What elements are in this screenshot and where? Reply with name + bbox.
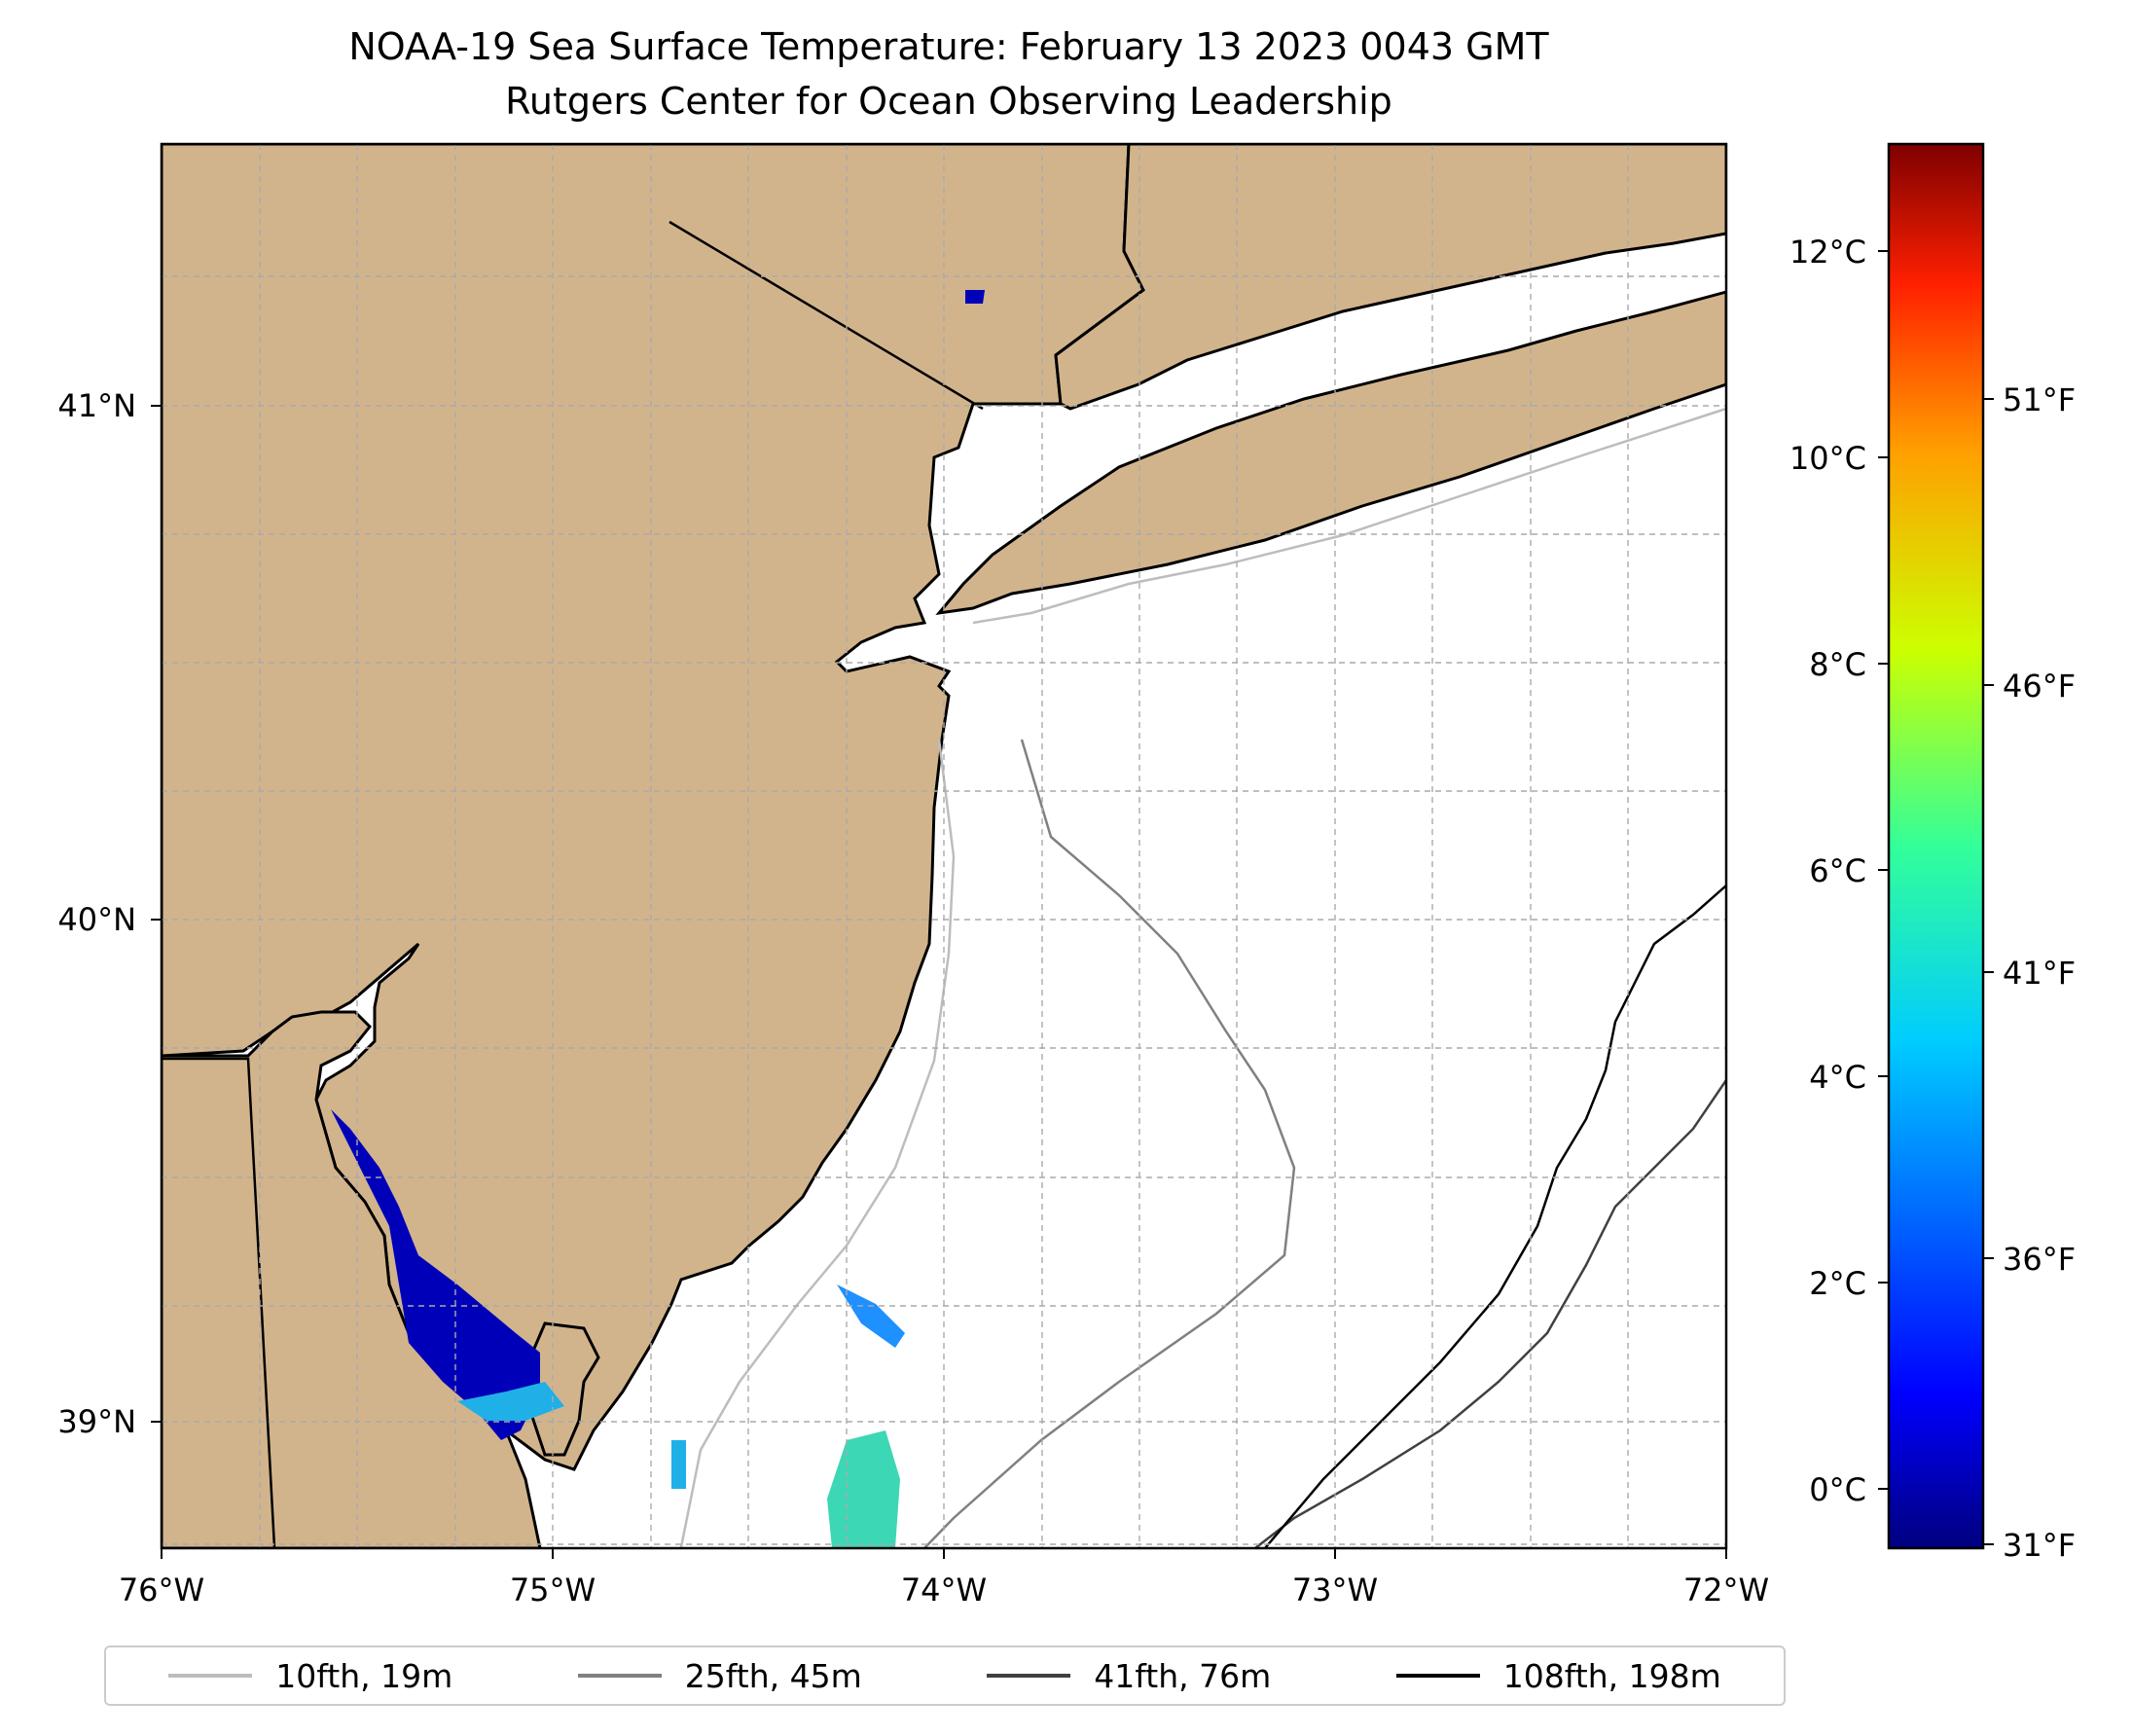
sst-hudson	[965, 290, 985, 304]
colorbar-fahrenheit-label: 36°F	[2003, 1241, 2076, 1278]
legend-line-icon	[168, 1674, 253, 1678]
legend-label: 25fth, 45m	[684, 1656, 862, 1695]
legend-label: 41fth, 76m	[1094, 1656, 1272, 1695]
colorbar-celsius-label: 6°C	[1809, 852, 1866, 889]
sst-offshore-2	[827, 1430, 900, 1548]
colorbar-celsius-label: 10°C	[1789, 440, 1866, 477]
land-new-jersey	[162, 144, 1145, 1471]
sst-offshore-1	[837, 1284, 905, 1348]
map-area	[162, 144, 1726, 1548]
chart-subtitle: Rutgers Center for Ocean Observing Leade…	[505, 80, 1392, 123]
colorbar-celsius-label: 0°C	[1809, 1471, 1866, 1508]
colorbar	[1887, 142, 1985, 1550]
sst-data	[331, 290, 985, 1548]
colorbar-fahrenheit-label: 31°F	[2003, 1527, 2076, 1564]
lon-tick-label: 75°W	[510, 1572, 596, 1609]
contour-108fth	[1264, 885, 1726, 1548]
legend-item-108fth: 108fth, 198m	[1395, 1656, 1721, 1695]
colorbar-fahrenheit-label: 46°F	[2003, 668, 2076, 705]
lon-tick-label: 73°W	[1292, 1572, 1378, 1609]
colorbar-celsius-label: 4°C	[1809, 1059, 1866, 1096]
legend-label: 108fth, 198m	[1502, 1656, 1721, 1695]
colorbar-celsius-label: 12°C	[1789, 234, 1866, 271]
legend-item-41fth: 41fth, 76m	[987, 1657, 1271, 1695]
contour-10fth	[679, 407, 1726, 1548]
colorbar-celsius-label: 2°C	[1809, 1265, 1866, 1302]
colorbar-fahrenheit-label: 51°F	[2003, 381, 2076, 418]
colorbar-fahrenheit-label: 41°F	[2003, 955, 2076, 992]
sst-offshore-3	[671, 1440, 686, 1489]
lon-tick-label: 74°W	[901, 1572, 987, 1609]
state-boundary-ny-nj	[669, 220, 984, 411]
land-delaware	[162, 1010, 542, 1548]
chart-title: NOAA-19 Sea Surface Temperature: Februar…	[348, 25, 1549, 68]
bathymetry-contours	[679, 407, 1726, 1548]
colorbar-celsius-label: 8°C	[1809, 646, 1866, 683]
land-connecticut	[1054, 144, 1726, 411]
colorbar-fahrenheit-ticks	[1983, 398, 1994, 1545]
lat-tick-marks	[151, 405, 162, 1423]
contour-41fth	[1254, 1079, 1726, 1548]
sst-delaware-bay	[331, 1109, 540, 1440]
lat-tick-label: 39°N	[57, 1403, 136, 1440]
lat-tick-label: 40°N	[57, 901, 136, 938]
gridlines	[162, 144, 1726, 1548]
colorbar-celsius-ticks	[1878, 250, 1889, 1490]
legend-line-icon	[577, 1674, 662, 1678]
legend-item-25fth: 25fth, 45m	[577, 1656, 862, 1695]
land-long-island	[935, 290, 1726, 616]
lon-tick-label: 72°W	[1683, 1572, 1769, 1609]
sst-bay-warm	[457, 1382, 564, 1421]
legend-item-10fth: 10fth, 19m	[168, 1657, 452, 1695]
lon-tick-marks	[161, 1548, 1727, 1559]
lon-tick-label: 76°W	[119, 1572, 204, 1609]
state-boundary-pa	[162, 1057, 276, 1548]
legend-label: 10fth, 19m	[275, 1656, 453, 1695]
lat-tick-label: 41°N	[57, 387, 136, 424]
legend: 10fth, 19m 25fth, 45m 41fth, 76m 108fth,…	[104, 1646, 1786, 1706]
legend-line-icon	[987, 1674, 1071, 1678]
contour-25fth	[923, 739, 1296, 1548]
legend-line-icon	[1395, 1674, 1480, 1678]
